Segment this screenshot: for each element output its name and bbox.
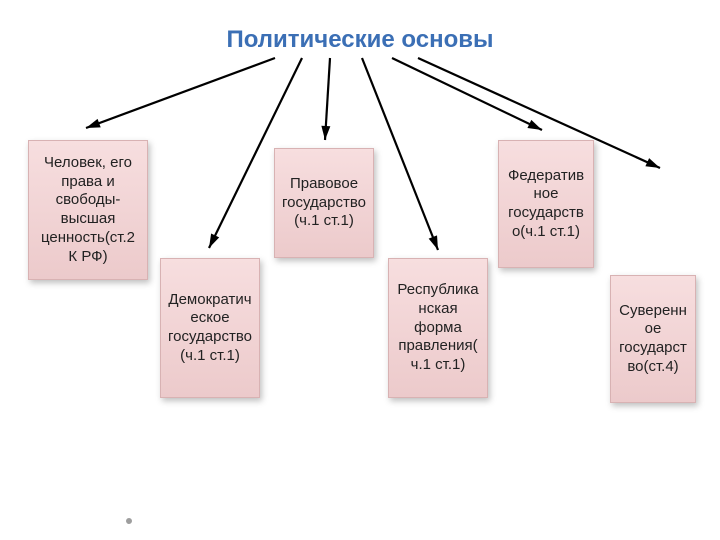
arrow-line-4 <box>392 58 542 130</box>
arrow-head-0 <box>86 119 101 128</box>
concept-box-b2: Демократическое государство(ч.1 ст.1) <box>160 258 260 398</box>
arrow-line-0 <box>86 58 275 128</box>
concept-box-b1: Человек, его права и свободы- высшая цен… <box>28 140 148 280</box>
arrow-head-3 <box>429 235 438 250</box>
footer-bullet <box>126 518 132 524</box>
arrow-head-1 <box>209 233 219 248</box>
arrow-line-2 <box>325 58 330 140</box>
arrow-head-4 <box>527 120 542 130</box>
diagram-title: Политические основы <box>0 26 720 54</box>
concept-box-b4: Республиканская форма правления(ч.1 ст.1… <box>388 258 488 398</box>
concept-box-b6: Суверенное государство(ст.4) <box>610 275 696 403</box>
arrow-head-2 <box>321 126 330 140</box>
concept-box-b3: Правовое государство(ч.1 ст.1) <box>274 148 374 258</box>
arrow-head-5 <box>645 158 660 168</box>
concept-box-b5: Федеративное государство(ч.1 ст.1) <box>498 140 594 268</box>
